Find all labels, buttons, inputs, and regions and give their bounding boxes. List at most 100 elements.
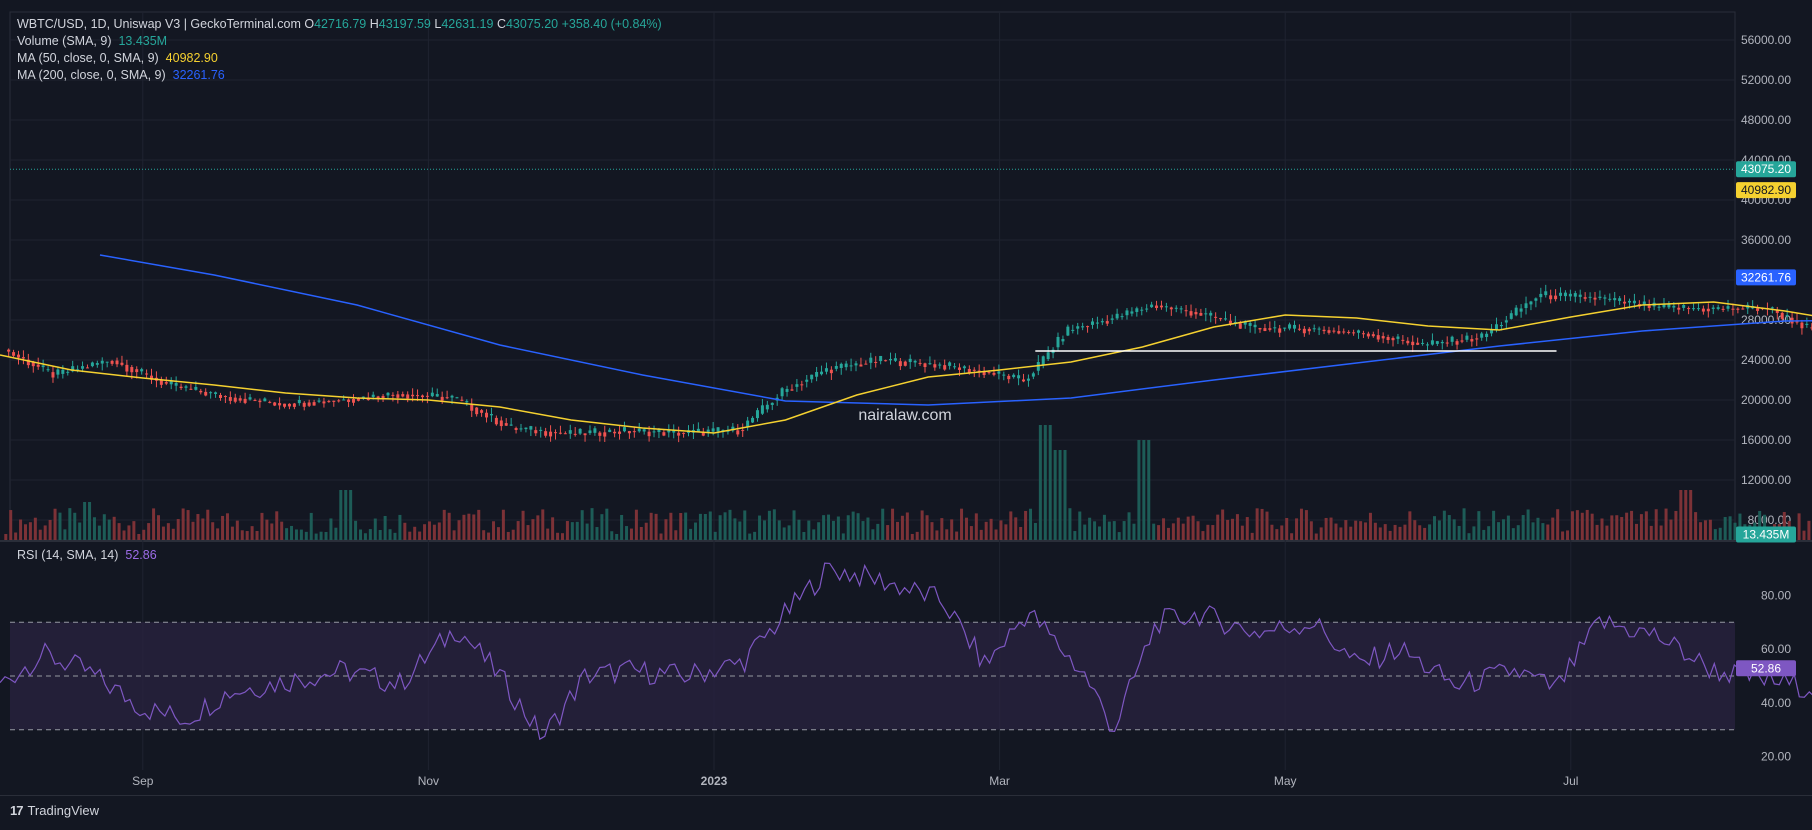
volume-bar [910,533,914,540]
candle-body [608,429,612,433]
volume-bar [1097,526,1101,540]
volume-bar [1659,525,1663,540]
candle-body [1588,296,1592,298]
candle-body [499,420,503,427]
candle-body [923,363,927,368]
volume-bar [1413,520,1417,540]
volume-bar [1595,524,1599,540]
candle-body [701,432,705,436]
volume-bar [1447,515,1451,540]
volume-bar [38,529,42,540]
ma50-legend[interactable]: MA (50, close, 0, SMA, 9) 40982.90 [17,50,662,67]
volume-bar [615,533,619,540]
volume-bar [354,520,358,540]
candle-body [1130,311,1134,314]
volume-bar [1226,519,1230,540]
candle-body [1169,307,1173,310]
volume-bar [83,502,87,540]
volume-bar [1137,440,1141,540]
volume-bar [536,515,540,540]
volume-bar [634,509,638,540]
candle-body [1391,337,1395,341]
tradingview-brand[interactable]: 17 TradingView [10,803,99,818]
candle-body [1061,338,1065,342]
volume-bar [703,513,707,540]
volume-bar [1472,526,1476,540]
candle-body [218,395,222,398]
candle-body [1642,301,1646,305]
rsi-legend[interactable]: RSI (14, SMA, 14) 52.86 [17,548,157,562]
volume-bar [1521,515,1525,540]
volume-bar [1708,519,1712,540]
volume-bar [1093,521,1097,540]
volume-bar [1354,520,1358,540]
volume-bar [1088,517,1092,540]
volume-bar [373,518,377,540]
candle-body [1504,320,1508,323]
volume-bar [1388,530,1392,540]
volume-bar [580,510,584,540]
ma200-legend[interactable]: MA (200, close, 0, SMA, 9) 32261.76 [17,67,662,84]
candle-body [874,361,878,363]
candle-body [1623,301,1627,304]
volume-bar [1649,525,1653,540]
volume-bar [1206,524,1210,540]
volume-bar [294,529,298,540]
volume-bar [1408,511,1412,540]
candle-body [573,433,577,435]
ohlc-close-value: 43075.20 [505,17,559,31]
candle-body [815,371,819,377]
volume-bar [1634,523,1638,540]
volume-bar [625,526,629,540]
volume-bar [1152,523,1156,540]
volume-bar [654,513,658,540]
candle-body [1120,316,1124,318]
volume-bar [467,513,471,540]
candle-body [1524,303,1528,309]
volume-bar [994,529,998,540]
volume-bar [1240,525,1244,540]
ma50-price-tag [1736,182,1796,199]
volume-bar [605,508,609,540]
candle-body [1726,306,1730,309]
candle-body [95,363,99,365]
rsi-label: RSI (14, SMA, 14) [17,548,119,562]
candle-body [125,364,129,372]
volume-bar [1733,522,1737,540]
candle-body [593,428,597,433]
volume-bar [1245,517,1249,540]
volume-bar [1644,511,1648,540]
volume-bar [1423,527,1427,540]
candle-body [150,375,154,380]
candle-body [81,366,85,369]
volume-bar [1561,531,1565,540]
candle-body [105,361,109,363]
volume-bar [112,516,116,540]
candle-body [1228,320,1232,324]
volume-bar [610,531,614,540]
candle-body [1155,305,1159,308]
candle-body [1184,310,1188,312]
volume-bar [117,523,121,540]
volume-bar [88,502,92,540]
candle-body [1756,308,1760,311]
candle-body [632,431,636,433]
volume-bar [674,530,678,540]
candle-body [558,432,562,434]
volume-bar [1669,519,1673,540]
candle-body [1618,298,1622,301]
tradingview-logo: 17 [10,803,24,818]
candle-body [386,392,390,396]
candle-body [1026,378,1030,381]
volume-bar [63,529,67,540]
candle-body [962,366,966,369]
volume-bar [1620,517,1624,540]
volume-legend[interactable]: Volume (SMA, 9) 13.435M [17,33,662,50]
volume-bar [1556,509,1560,540]
volume-bar [1393,524,1397,540]
candle-body [1421,342,1425,344]
volume-bar [644,522,648,540]
candle-body [627,431,631,434]
candle-body [164,382,168,384]
